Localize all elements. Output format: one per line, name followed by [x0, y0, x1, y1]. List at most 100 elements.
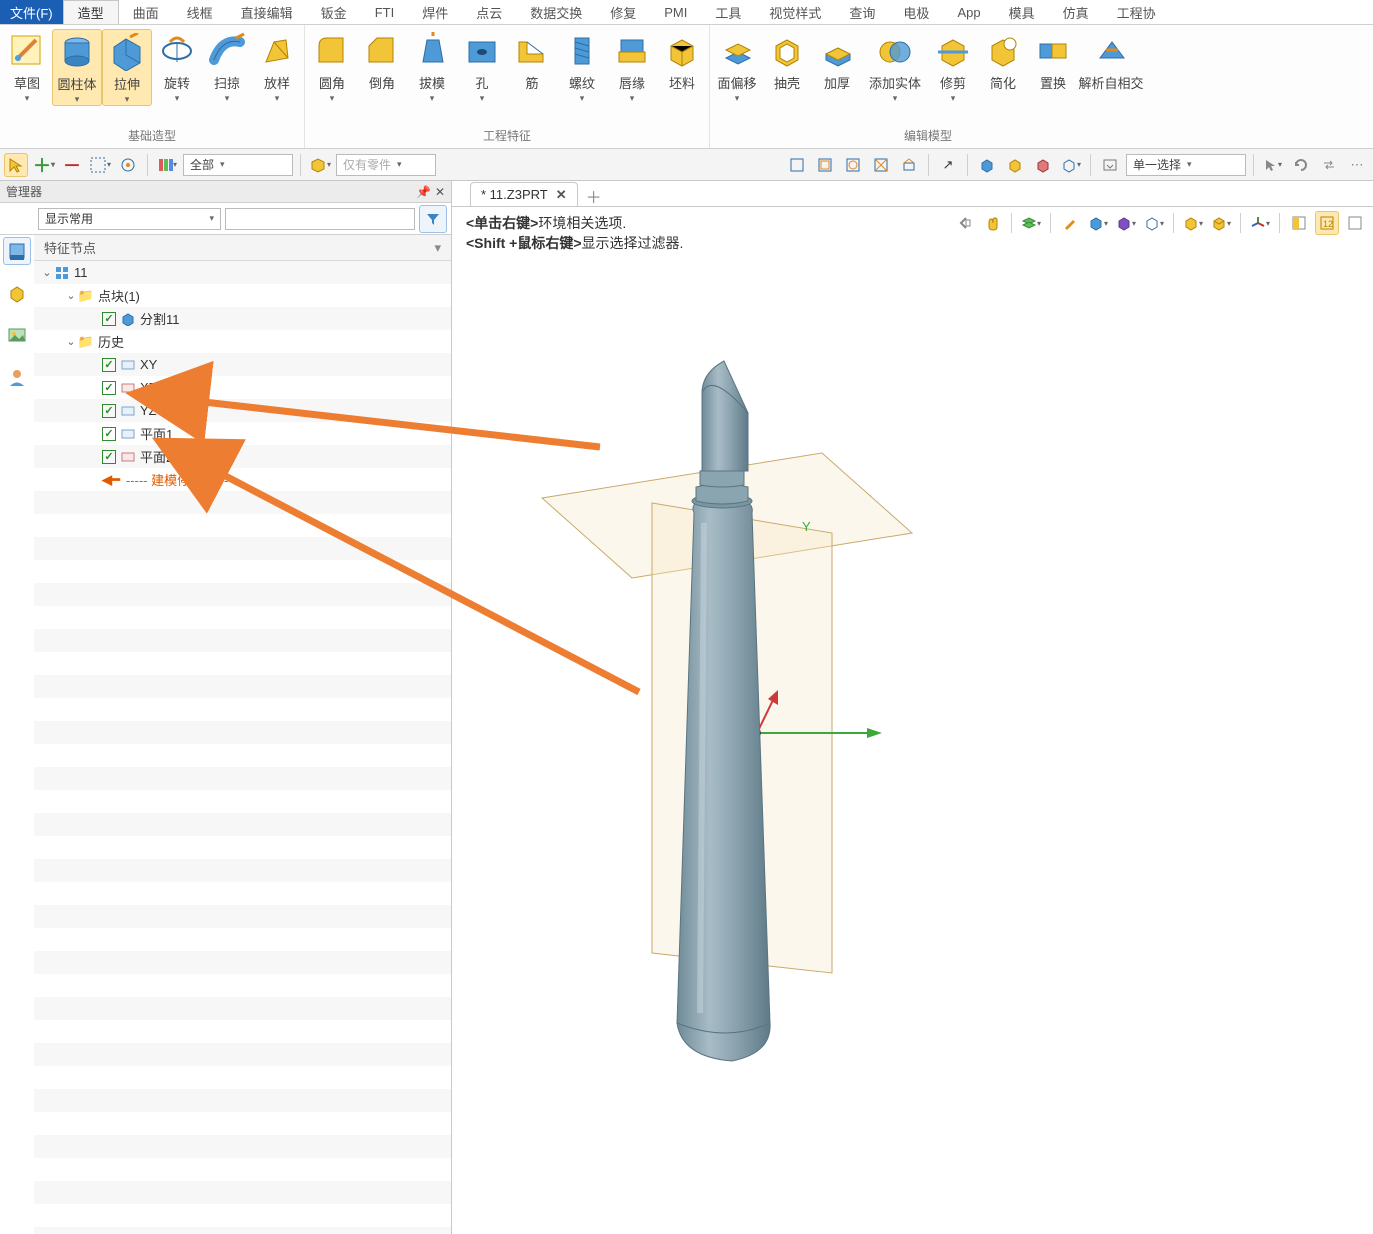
menu-tab-surface[interactable]: 曲面	[119, 0, 173, 24]
vt-cube2-icon[interactable]: ▾	[1114, 211, 1138, 235]
tb-minus-icon[interactable]: －	[60, 153, 84, 177]
tb-cube-icon[interactable]: ▾	[308, 153, 332, 177]
ribbon-btn-draft[interactable]: 拔模▾	[407, 29, 457, 104]
ribbon-btn-extrude[interactable]: 拉伸▾	[102, 29, 152, 106]
tb-box1-icon[interactable]	[785, 153, 809, 177]
menu-tab-fti[interactable]: FTI	[361, 0, 409, 24]
checkbox-icon[interactable]: ✓	[102, 450, 116, 464]
ribbon-btn-fillet[interactable]: 圆角▾	[307, 29, 357, 104]
tb-layers-icon[interactable]: ▾	[155, 153, 179, 177]
tb-box2-icon[interactable]	[813, 153, 837, 177]
tree-node-split[interactable]: ✓分割11	[34, 307, 451, 330]
vt-cube4-icon[interactable]: ▾	[1181, 211, 1205, 235]
ribbon-btn-lip[interactable]: 唇缘▾	[607, 29, 657, 104]
menu-file[interactable]: 文件(F)	[0, 0, 63, 24]
menu-tab-exchange[interactable]: 数据交换	[516, 0, 596, 24]
manager-display-combo[interactable]: 显示常用▾	[38, 208, 221, 230]
tb-swap-icon[interactable]	[1317, 153, 1341, 177]
ribbon-btn-replace[interactable]: 置换	[1028, 29, 1078, 94]
add-tab-icon[interactable]: ＋	[584, 186, 604, 206]
filter-icon[interactable]	[419, 205, 447, 233]
checkbox-icon[interactable]: ✓	[102, 312, 116, 326]
ribbon-btn-faceoffset[interactable]: 面偏移▾	[712, 29, 762, 104]
tb-more-icon[interactable]: ⋯	[1345, 153, 1369, 177]
menu-tab-pointcloud[interactable]: 点云	[462, 0, 516, 24]
menu-tab-visual[interactable]: 视觉样式	[755, 0, 835, 24]
vt-cube3-icon[interactable]: ▾	[1142, 211, 1166, 235]
tree-node-plane2[interactable]: ✓平面2	[34, 445, 451, 468]
vt-back-icon[interactable]	[952, 211, 976, 235]
menu-tab-app[interactable]: App	[943, 0, 994, 24]
tb-plus-icon[interactable]: ＋▾	[32, 153, 56, 177]
menu-tab-sim[interactable]: 仿真	[1049, 0, 1103, 24]
ribbon-btn-revolve[interactable]: 旋转▾	[152, 29, 202, 104]
tb-select-combo[interactable]: 单一选择▾	[1126, 154, 1246, 176]
tb-boxe-icon[interactable]	[897, 153, 921, 177]
ribbon-btn-thicken[interactable]: 加厚	[812, 29, 862, 94]
tb-pointer-icon[interactable]: ▾	[1261, 153, 1285, 177]
tree-node-history[interactable]: ⌄📁历史	[34, 330, 451, 353]
menu-tab-tools[interactable]: 工具	[701, 0, 755, 24]
ribbon-btn-sweep[interactable]: 扫掠▾	[202, 29, 252, 104]
tb-marquee-icon[interactable]: ▾	[88, 153, 112, 177]
menu-tab-query[interactable]: 查询	[835, 0, 889, 24]
vt-hand-icon[interactable]	[980, 211, 1004, 235]
checkbox-icon[interactable]: ✓	[102, 404, 116, 418]
vt-toggle2-icon[interactable]: 12	[1315, 211, 1339, 235]
ribbon-btn-boolean[interactable]: 添加实体▾	[862, 29, 928, 104]
tb-target-icon[interactable]	[116, 153, 140, 177]
tb-dropdown-icon[interactable]	[1098, 153, 1122, 177]
checkbox-icon[interactable]: ✓	[102, 381, 116, 395]
ribbon-btn-rib[interactable]: 筋	[507, 29, 557, 94]
tree-node-stop[interactable]: ◀━----- 建模停止 -----	[34, 468, 451, 491]
close-icon[interactable]: ✕	[435, 185, 445, 199]
vtab-body-icon[interactable]	[3, 279, 31, 307]
checkbox-icon[interactable]: ✓	[102, 427, 116, 441]
tree-node-plane1[interactable]: ✓平面1	[34, 422, 451, 445]
tree-node-xy[interactable]: ✓XY	[34, 353, 451, 376]
vtab-user-icon[interactable]	[3, 363, 31, 391]
vt-axes-icon[interactable]: ▾	[1248, 211, 1272, 235]
vt-pencil-icon[interactable]	[1058, 211, 1082, 235]
tb-boxd-icon[interactable]	[869, 153, 893, 177]
pin-icon[interactable]: 📌	[416, 185, 431, 199]
ribbon-btn-thread[interactable]: 螺纹▾	[557, 29, 607, 104]
tb-parts-combo[interactable]: 仅有零件▾	[336, 154, 436, 176]
ribbon-btn-selfint[interactable]: 解析自相交	[1078, 29, 1144, 94]
tree-node-dk[interactable]: ⌄📁点块(1)	[34, 284, 451, 307]
tree-root[interactable]: ⌄11	[34, 261, 451, 284]
vt-toggle3-icon[interactable]	[1343, 211, 1367, 235]
menu-tab-wireframe[interactable]: 线框	[173, 0, 227, 24]
tb-wirecube-icon[interactable]: ▾	[1059, 153, 1083, 177]
ribbon-btn-hole[interactable]: 孔▾	[457, 29, 507, 104]
menu-tab-pmi[interactable]: PMI	[650, 0, 701, 24]
tb-rotate-icon[interactable]	[1289, 153, 1313, 177]
tb-cubeb-icon[interactable]	[975, 153, 999, 177]
menu-tab-directedit[interactable]: 直接编辑	[227, 0, 307, 24]
tree-node-yz[interactable]: ✓YZ	[34, 399, 451, 422]
menu-tab-repair[interactable]: 修复	[596, 0, 650, 24]
ribbon-btn-chamfer[interactable]: 倒角	[357, 29, 407, 94]
menu-tab-weldment[interactable]: 焊件	[408, 0, 462, 24]
tb-cursor-icon[interactable]	[4, 153, 28, 177]
tb-cubey-icon[interactable]	[1003, 153, 1027, 177]
ribbon-btn-shell[interactable]: 抽壳	[762, 29, 812, 94]
menu-tab-eng[interactable]: 工程协	[1103, 0, 1170, 24]
vt-cube1-icon[interactable]: ▾	[1086, 211, 1110, 235]
ribbon-btn-stock[interactable]: 坯料	[657, 29, 707, 94]
tb-boxc-icon[interactable]	[841, 153, 865, 177]
tree-node-xz[interactable]: ✓XZ	[34, 376, 451, 399]
tb-cuber-icon[interactable]	[1031, 153, 1055, 177]
menu-tab-electrode[interactable]: 电极	[889, 0, 943, 24]
ribbon-btn-cylinder[interactable]: 圆柱体▾	[52, 29, 102, 106]
ribbon-btn-simplify[interactable]: 简化	[978, 29, 1028, 94]
vtab-features-icon[interactable]	[3, 237, 31, 265]
vt-toggle1-icon[interactable]	[1287, 211, 1311, 235]
document-tab[interactable]: * 11.Z3PRT ✕	[470, 182, 578, 206]
vt-cube5-icon[interactable]: ▾	[1209, 211, 1233, 235]
menu-tab-sheetmetal[interactable]: 钣金	[307, 0, 361, 24]
close-tab-icon[interactable]: ✕	[556, 187, 567, 203]
tb-filter-combo[interactable]: 全部▾	[183, 154, 293, 176]
ribbon-btn-loft[interactable]: 放样▾	[252, 29, 302, 104]
ribbon-btn-trim[interactable]: 修剪▾	[928, 29, 978, 104]
